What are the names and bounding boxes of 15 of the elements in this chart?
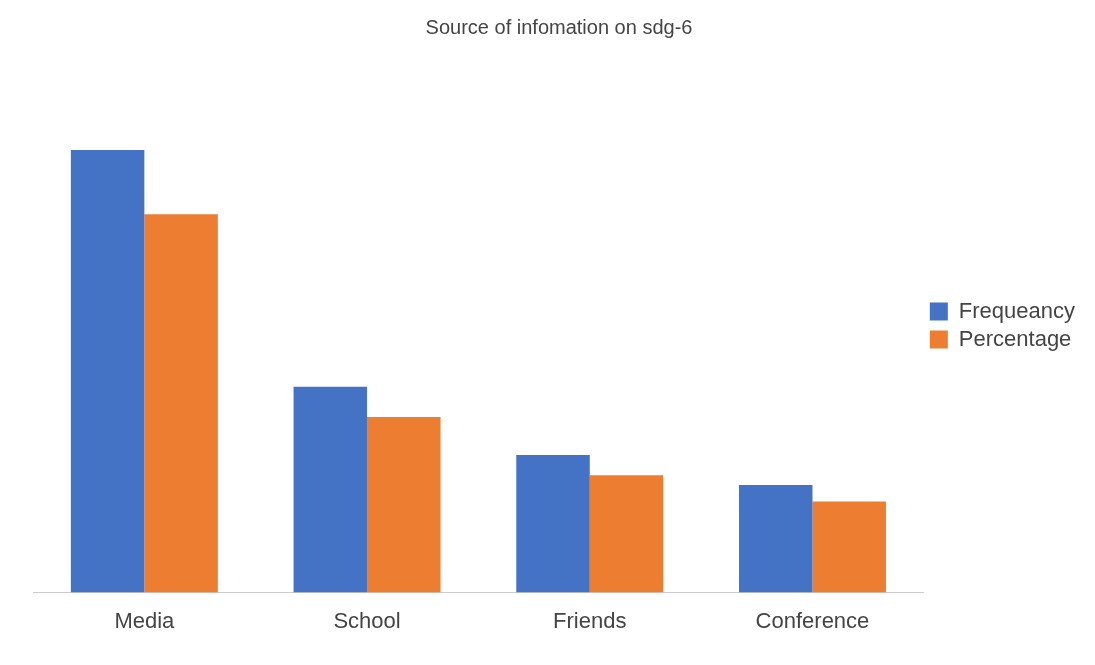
x-tick-label: Media — [114, 607, 176, 633]
bar — [70, 150, 145, 593]
bar — [144, 214, 218, 593]
x-tick-label: Conference — [755, 607, 870, 633]
legend-label: Frequeancy — [958, 297, 1076, 323]
bar — [293, 386, 368, 593]
bar — [516, 454, 590, 593]
bar — [738, 485, 813, 593]
chart-title: Source of infomation on sdg-6 — [425, 15, 693, 38]
x-tick-label: School — [333, 607, 401, 633]
bar — [367, 416, 441, 593]
legend-label: Percentage — [958, 325, 1072, 351]
bar — [589, 475, 664, 593]
bar — [812, 501, 886, 593]
x-tick-label: Friends — [553, 607, 627, 633]
